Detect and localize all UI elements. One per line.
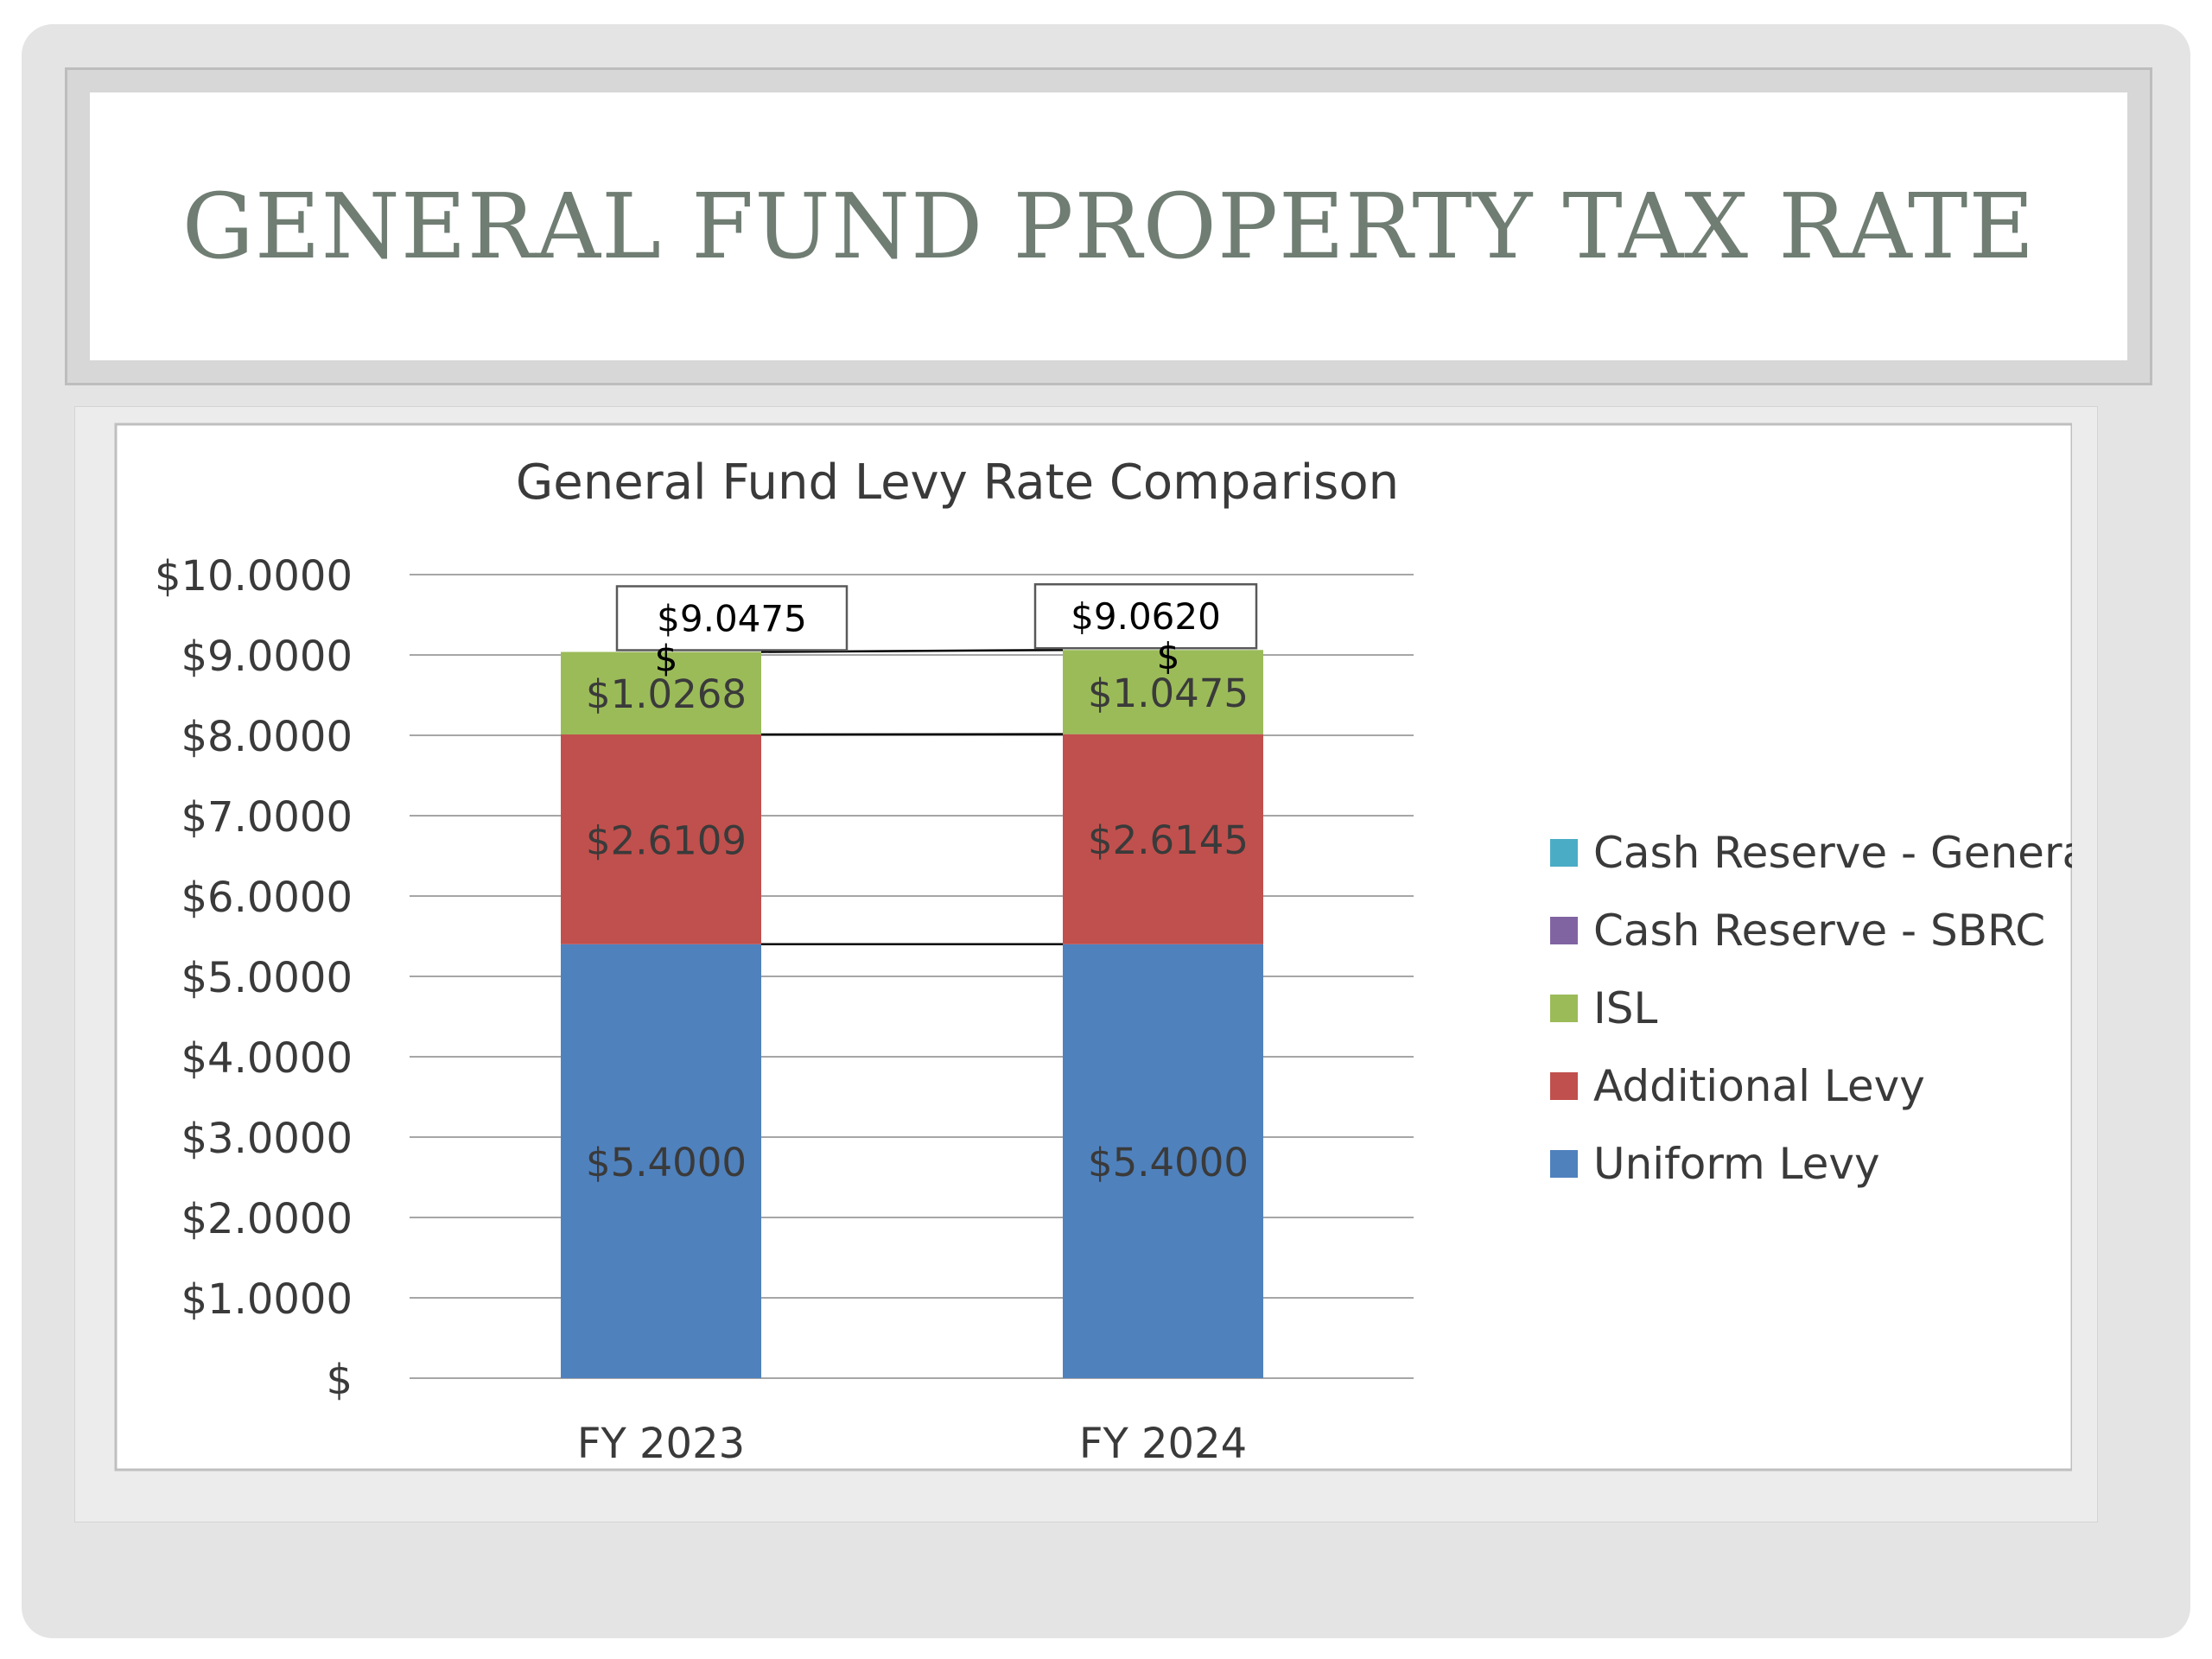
x-tick-label: FY 2023	[577, 1420, 745, 1468]
chart-title: General Fund Levy Rate Comparison	[516, 454, 1399, 511]
data-label: $	[655, 637, 678, 679]
legend-swatch	[1550, 917, 1578, 944]
total-label: $9.0620	[1071, 595, 1221, 638]
legend-swatch	[1550, 1072, 1578, 1100]
total-label: $9.0475	[657, 597, 807, 639]
y-tick-label: $10.0000	[155, 552, 353, 601]
legend-label: Additional Levy	[1593, 1061, 1925, 1111]
y-tick-label: $2.0000	[181, 1195, 353, 1243]
bar-segment	[561, 652, 761, 734]
bar-segment	[561, 944, 761, 1378]
levy-rate-chart: General Fund Levy Rate Comparison $ $1.00…	[114, 423, 2101, 1471]
chart-panel: General Fund Levy Rate Comparison $ $1.00…	[93, 402, 2101, 1473]
legend-swatch	[1550, 1150, 1578, 1178]
legend-swatch	[1550, 839, 1578, 867]
y-tick-label: $8.0000	[181, 713, 353, 761]
data-label: $5.4000	[586, 1140, 747, 1185]
y-tick-label: $5.0000	[181, 954, 353, 1002]
y-tick-label: $9.0000	[181, 632, 353, 681]
data-label: $2.6145	[1088, 817, 1249, 863]
title-frame: GENERAL FUND PROPERTY TAX RATE	[65, 67, 2152, 385]
legend-swatch	[1550, 995, 1578, 1022]
y-tick-label: $1.0000	[181, 1275, 353, 1324]
data-label: $1.0475	[1088, 671, 1249, 716]
total-callout-box	[615, 585, 849, 652]
y-tick-label: $4.0000	[181, 1034, 353, 1083]
bar-segment	[1063, 944, 1263, 1378]
bar-segment	[1063, 650, 1263, 734]
legend-label: ISL	[1593, 983, 1657, 1033]
series-line	[760, 648, 1064, 653]
data-label: $1.0268	[586, 671, 747, 717]
legend-label: Cash Reserve - SBRC	[1593, 906, 2045, 956]
total-callout-box	[1033, 582, 1258, 650]
bar-segment	[561, 734, 761, 944]
y-tick-label: $	[326, 1356, 353, 1404]
legend-label: Uniform Levy	[1593, 1139, 1880, 1189]
bar-segment	[1063, 734, 1263, 944]
title-box: GENERAL FUND PROPERTY TAX RATE	[90, 92, 2127, 360]
y-tick-label: $7.0000	[181, 793, 353, 842]
y-tick-label: $6.0000	[181, 874, 353, 922]
data-label: $2.6109	[586, 817, 747, 863]
legend-label: Cash Reserve - General	[1593, 828, 2072, 878]
data-label: $5.4000	[1088, 1140, 1249, 1185]
data-label: $	[1157, 635, 1180, 677]
x-tick-label: FY 2024	[1079, 1420, 1247, 1468]
slide-title: GENERAL FUND PROPERTY TAX RATE	[181, 174, 2036, 279]
y-tick-label: $3.0000	[181, 1115, 353, 1163]
